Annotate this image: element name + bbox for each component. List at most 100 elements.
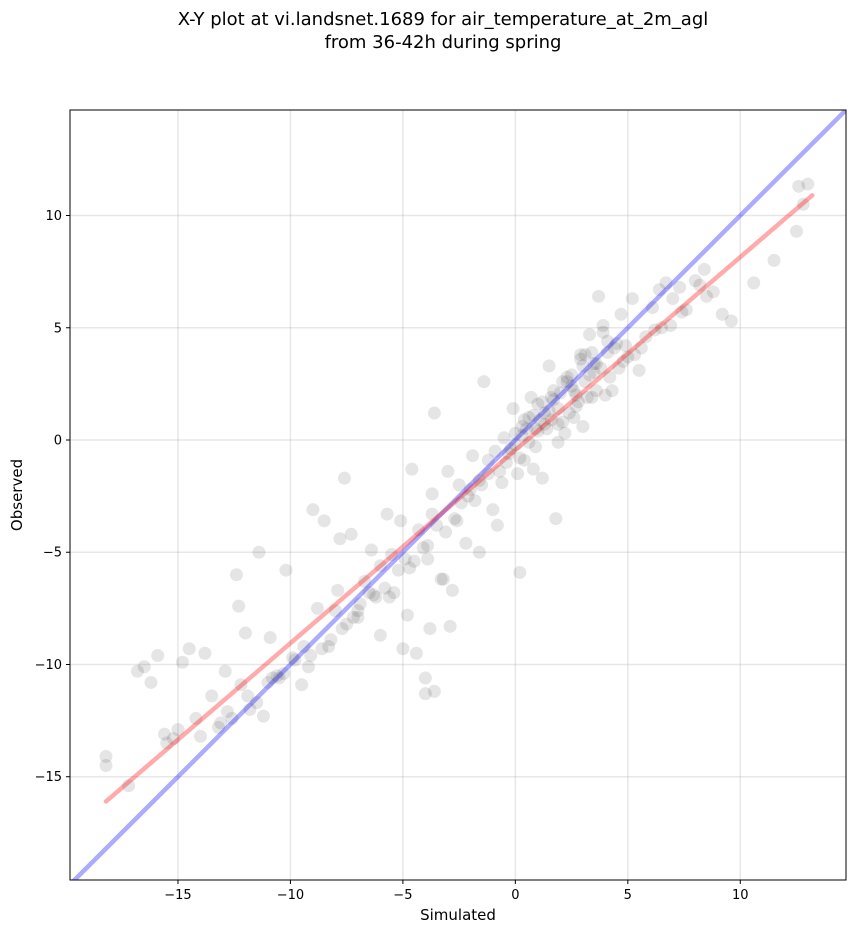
data-point [520,422,534,436]
data-point [367,588,381,602]
data-point [272,671,286,685]
data-point [439,525,453,539]
data-point [666,292,680,306]
grid-lines [70,110,846,880]
chart-title-line-2: from 36-42h during spring [324,32,562,53]
data-point [256,709,270,723]
data-point [538,417,552,431]
data-point [418,687,432,701]
data-point [556,415,570,429]
data-point [529,440,543,454]
data-point [130,664,144,678]
data-point [418,671,432,685]
data-point [585,345,599,359]
data-point [646,301,660,315]
data-point [252,545,266,559]
data-point [522,411,536,425]
data-point [301,660,315,674]
data-point [189,711,203,725]
data-point [315,642,329,656]
data-point [715,307,729,321]
data-point [612,361,626,375]
data-point [421,552,435,566]
data-point [263,631,277,645]
data-point [218,664,232,678]
data-point [304,649,318,663]
data-point [587,366,601,380]
y-tick-label: 0 [54,434,62,449]
data-point [515,429,529,443]
data-point [243,702,257,716]
data-point [205,689,219,703]
data-point [481,453,495,467]
x-tick-label: 5 [624,888,632,903]
data-point [364,543,378,557]
data-point [565,368,579,382]
data-point [333,532,347,546]
data-point [99,759,113,773]
data-point [565,379,579,393]
data-point [182,642,196,656]
data-point [688,274,702,288]
data-point [99,750,113,764]
data-point [576,359,590,373]
data-point [571,395,585,409]
data-point [328,604,342,618]
data-point [583,327,597,341]
data-point [166,732,180,746]
scatter-points [99,177,815,793]
x-tick-label: −5 [393,888,412,903]
data-point [574,352,588,366]
data-point [502,446,516,460]
data-point [385,547,399,561]
data-point [472,473,486,487]
data-point [234,678,248,692]
data-point [362,586,376,600]
data-point [382,590,396,604]
data-point [673,280,687,294]
y-tick-label: 10 [45,209,62,224]
data-point [369,590,383,604]
x-tick-label: −10 [277,888,304,903]
x-tick-label: 0 [511,888,519,903]
data-point [261,675,275,689]
data-point [504,442,518,456]
data-point [558,426,572,440]
data-point [551,435,565,449]
data-point [767,253,781,267]
data-point [664,319,678,333]
data-point [450,514,464,528]
data-point [706,285,720,299]
data-point [589,357,603,371]
data-point [394,514,408,528]
data-point [605,384,619,398]
data-point [522,435,536,449]
data-point [265,671,279,685]
data-point [171,723,185,737]
data-point [607,341,621,355]
data-point [270,669,284,683]
data-point [441,464,455,478]
data-point [524,390,538,404]
data-point [452,478,466,492]
data-point [400,608,414,622]
y-axis-label: Observed [8,459,26,531]
data-point [488,444,502,458]
x-tick-label: −15 [164,888,191,903]
data-point [427,406,441,420]
data-point [335,622,349,636]
data-point [416,541,430,555]
data-point [675,305,689,319]
data-point [461,489,475,503]
data-point [340,617,354,631]
data-point [542,359,556,373]
data-point [481,467,495,481]
data-point [193,729,207,743]
data-point [621,350,635,364]
data-point [535,471,549,485]
data-point [477,375,491,389]
data-point [569,388,583,402]
data-point [639,330,653,344]
data-point [198,646,212,660]
data-point [436,572,450,586]
